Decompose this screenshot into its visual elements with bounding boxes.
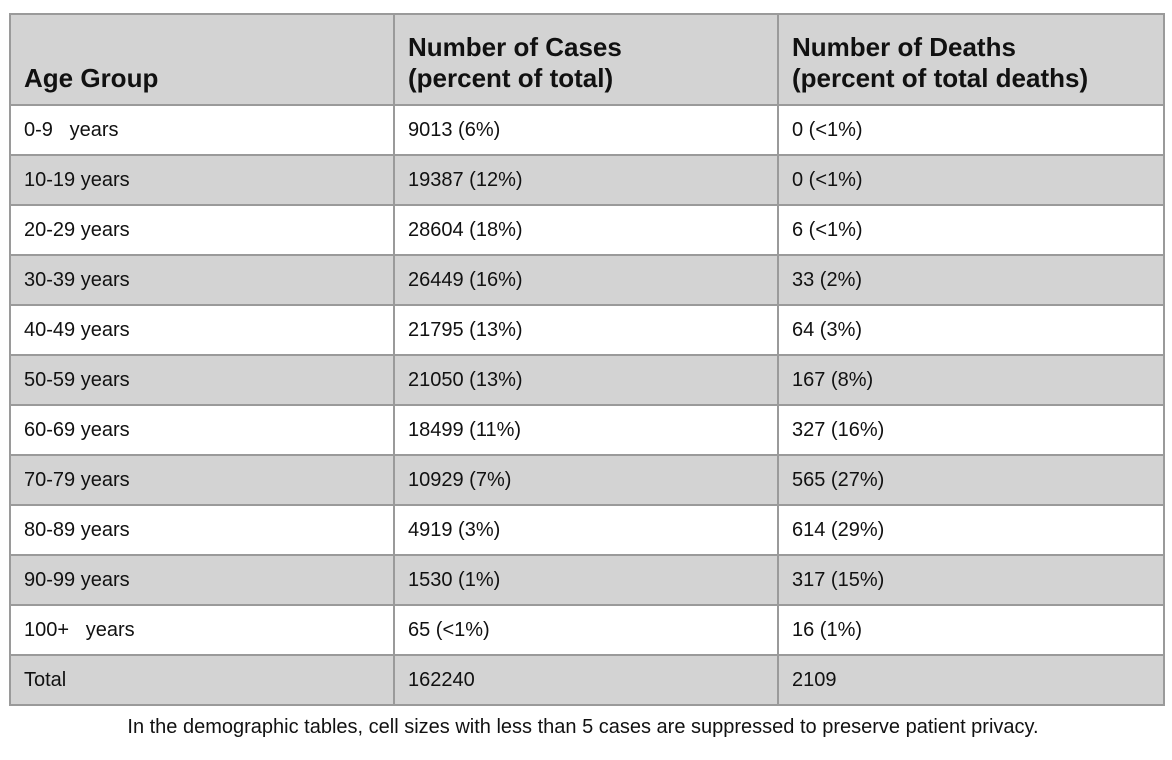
- total-label-cell: Total: [9, 654, 395, 706]
- deaths-cell: 64 (3%): [777, 304, 1165, 356]
- header-deaths-line2: (percent of total deaths): [792, 63, 1089, 93]
- age-group-cell: 100+ years: [9, 604, 395, 656]
- age-group-cell: 70-79 years: [9, 454, 395, 506]
- deaths-cell: 317 (15%): [777, 554, 1165, 606]
- table-row: 20-29 years 28604 (18%) 6 (<1%): [9, 204, 1165, 256]
- total-deaths-cell: 2109: [777, 654, 1165, 706]
- header-deaths-line1: Number of Deaths: [792, 32, 1016, 62]
- cases-cell: 65 (<1%): [393, 604, 779, 656]
- age-group-cell: 90-99 years: [9, 554, 395, 606]
- age-group-cell: 80-89 years: [9, 504, 395, 556]
- age-group-cell: 10-19 years: [9, 154, 395, 206]
- cases-cell: 26449 (16%): [393, 254, 779, 306]
- privacy-footnote: In the demographic tables, cell sizes wi…: [127, 716, 1039, 738]
- header-cases-line1: Number of Cases: [408, 32, 622, 62]
- table-row: 60-69 years 18499 (11%) 327 (16%): [9, 404, 1165, 456]
- age-group-table-container: Age Group Number of Cases (percent of to…: [9, 13, 1165, 706]
- cases-cell: 4919 (3%): [393, 504, 779, 556]
- table-row: 30-39 years 26449 (16%) 33 (2%): [9, 254, 1165, 306]
- deaths-cell: 0 (<1%): [777, 154, 1165, 206]
- header-number-of-cases: Number of Cases (percent of total): [393, 13, 779, 106]
- deaths-cell: 614 (29%): [777, 504, 1165, 556]
- cases-cell: 21795 (13%): [393, 304, 779, 356]
- header-age-group-label: Age Group: [24, 63, 159, 93]
- header-number-of-deaths: Number of Deaths (percent of total death…: [777, 13, 1165, 106]
- cases-cell: 18499 (11%): [393, 404, 779, 456]
- cases-cell: 10929 (7%): [393, 454, 779, 506]
- table-row: 80-89 years 4919 (3%) 614 (29%): [9, 504, 1165, 556]
- age-group-cell: 30-39 years: [9, 254, 395, 306]
- cases-cell: 28604 (18%): [393, 204, 779, 256]
- age-group-table: Age Group Number of Cases (percent of to…: [9, 13, 1165, 706]
- age-group-cell: 20-29 years: [9, 204, 395, 256]
- deaths-cell: 16 (1%): [777, 604, 1165, 656]
- deaths-cell: 167 (8%): [777, 354, 1165, 406]
- header-cases-line2: (percent of total): [408, 63, 614, 93]
- table-row: 90-99 years 1530 (1%) 317 (15%): [9, 554, 1165, 606]
- deaths-cell: 33 (2%): [777, 254, 1165, 306]
- cases-cell: 9013 (6%): [393, 104, 779, 156]
- cases-cell: 21050 (13%): [393, 354, 779, 406]
- cases-cell: 1530 (1%): [393, 554, 779, 606]
- table-row-total: Total 162240 2109: [9, 654, 1165, 706]
- deaths-cell: 0 (<1%): [777, 104, 1165, 156]
- deaths-cell: 565 (27%): [777, 454, 1165, 506]
- table-row: 0-9 years 9013 (6%) 0 (<1%): [9, 104, 1165, 156]
- table-header-row: Age Group Number of Cases (percent of to…: [9, 13, 1165, 106]
- total-cases-cell: 162240: [393, 654, 779, 706]
- header-age-group: Age Group: [9, 13, 395, 106]
- table-row: 10-19 years 19387 (12%) 0 (<1%): [9, 154, 1165, 206]
- age-group-cell: 40-49 years: [9, 304, 395, 356]
- deaths-cell: 6 (<1%): [777, 204, 1165, 256]
- table-row: 70-79 years 10929 (7%) 565 (27%): [9, 454, 1165, 506]
- deaths-cell: 327 (16%): [777, 404, 1165, 456]
- age-group-cell: 60-69 years: [9, 404, 395, 456]
- table-row: 40-49 years 21795 (13%) 64 (3%): [9, 304, 1165, 356]
- age-group-cell: 50-59 years: [9, 354, 395, 406]
- age-group-cell: 0-9 years: [9, 104, 395, 156]
- cases-cell: 19387 (12%): [393, 154, 779, 206]
- table-row: 100+ years 65 (<1%) 16 (1%): [9, 604, 1165, 656]
- table-row: 50-59 years 21050 (13%) 167 (8%): [9, 354, 1165, 406]
